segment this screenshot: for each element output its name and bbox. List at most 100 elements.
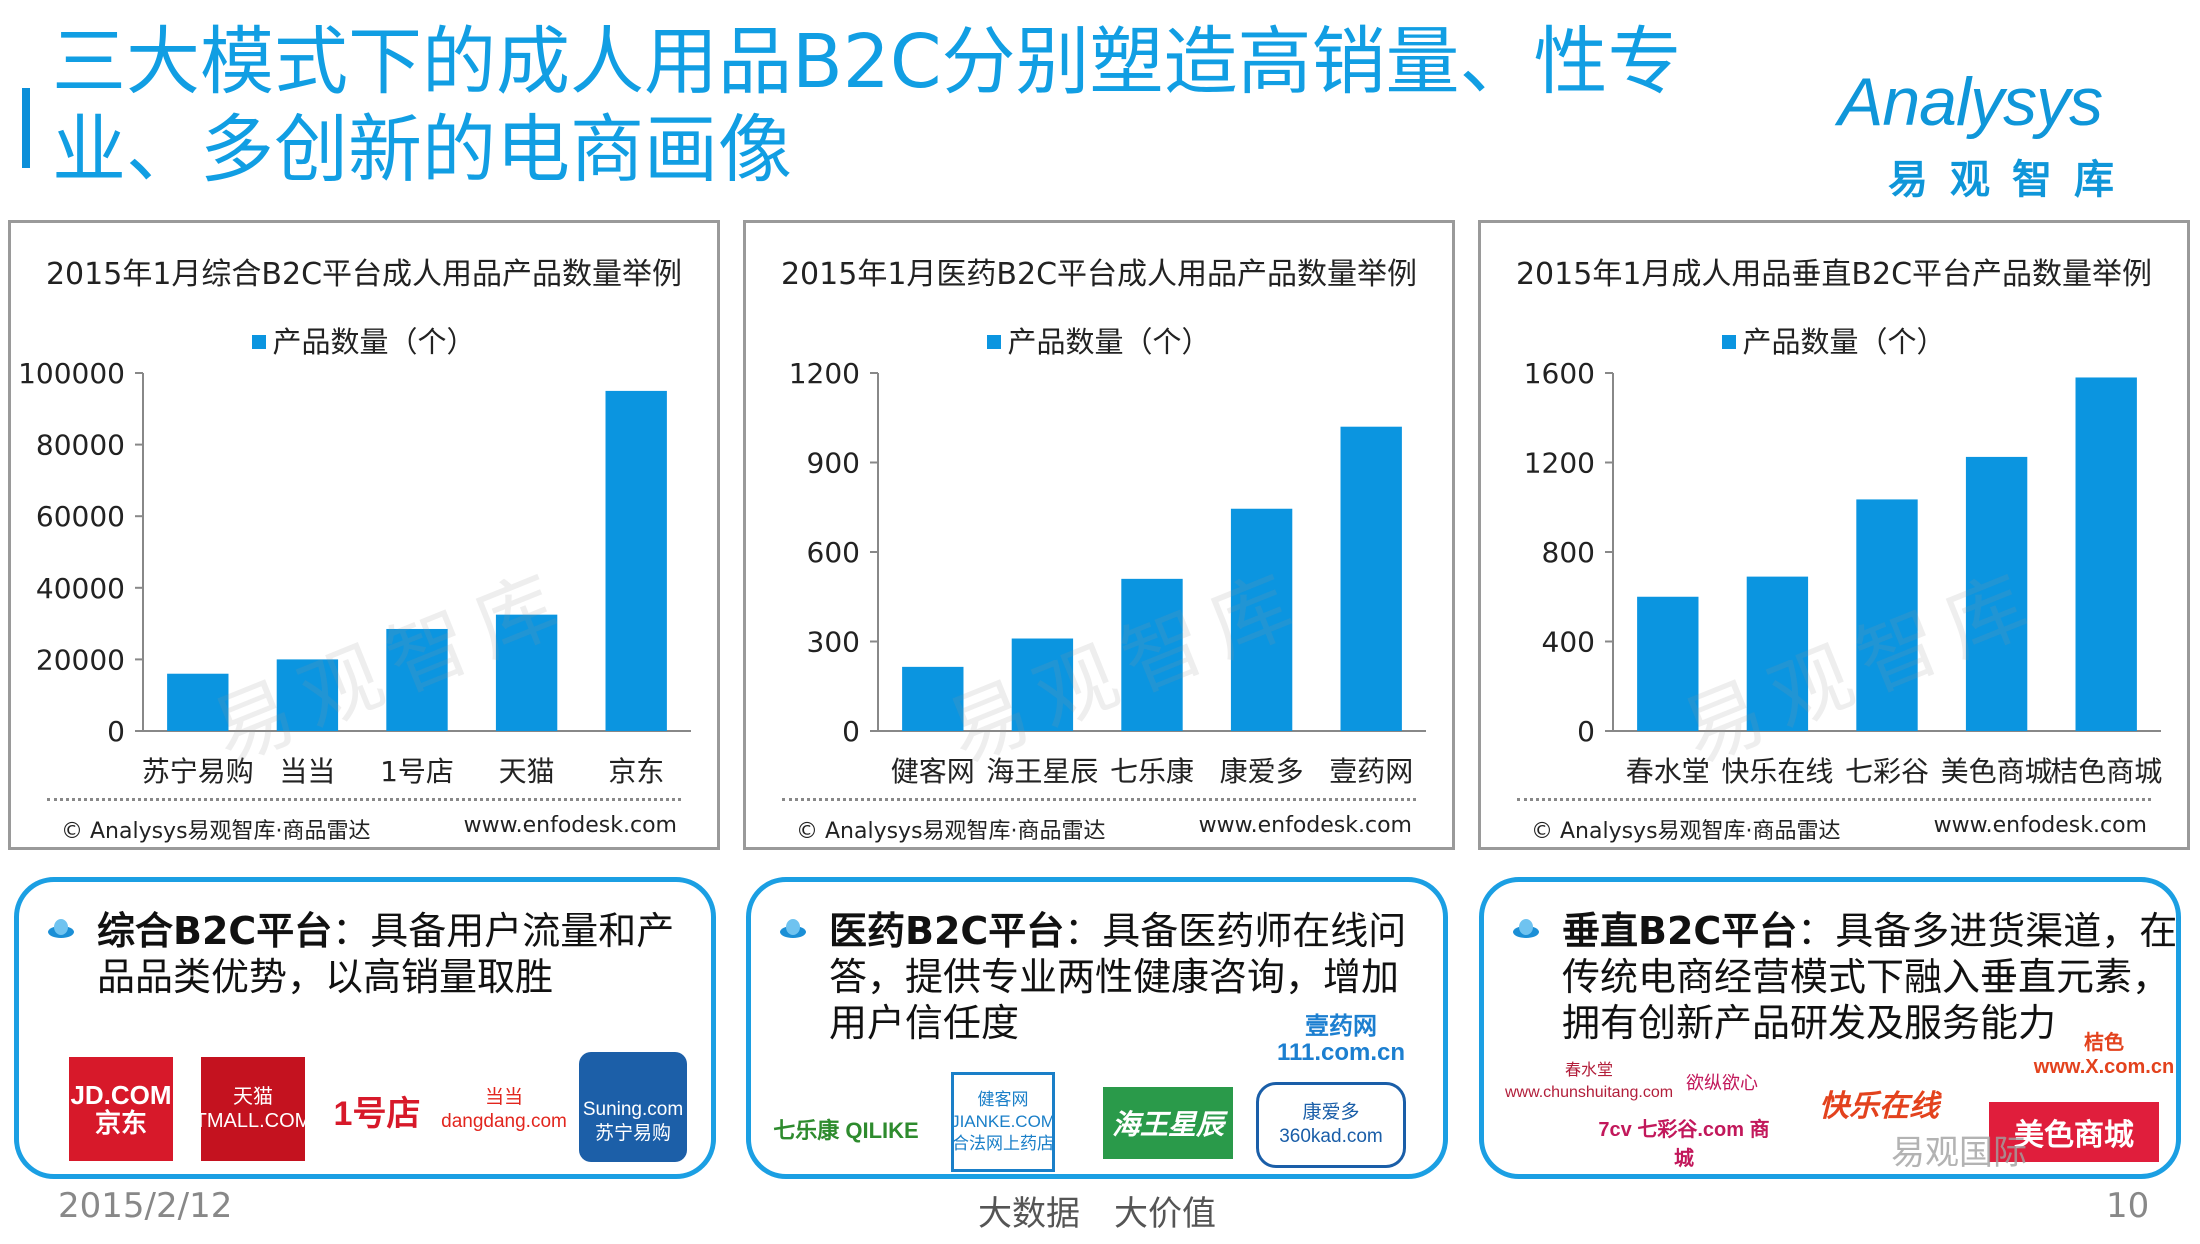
bar (1121, 578, 1183, 731)
y-tick-label: 800 (1542, 536, 1595, 569)
bar (1637, 596, 1699, 731)
y-tick-label: 600 (807, 536, 860, 569)
footer-divider (782, 798, 1416, 801)
bar (167, 673, 229, 731)
brand-logo-yhd: 1号店 (333, 1094, 421, 1133)
chart-panel-vertical: 2015年1月成人用品垂直B2C平台产品数量举例 产品数量（个） 0 400 800… (1478, 220, 2190, 850)
bar (1340, 426, 1402, 731)
x-tick-label: 海王星辰 (986, 755, 1098, 788)
bar (1746, 576, 1809, 731)
bar (495, 614, 558, 731)
title-accent-bar (22, 88, 30, 168)
card-description: 综合B2C平台：具备用户流量和产品品类优势，以高销量取胜 (97, 908, 697, 1000)
chart-source: © Analysys易观智库·商品雷达 (61, 819, 371, 844)
wechat-watermark: 易观国际 (1891, 1133, 2027, 1172)
x-tick-label: 1号店 (380, 755, 454, 788)
page-title: 三大模式下的成人用品B2C分别塑造高销量、性专业、多创新的电商画像 (52, 19, 1682, 193)
bar (2075, 377, 2137, 731)
y-tick-label: 900 (807, 447, 860, 480)
y-tick-label: 0 (842, 715, 860, 748)
footer-date: 2015/2/12 (58, 1186, 233, 1226)
x-tick-label: 七彩谷 (1845, 755, 1929, 788)
bar (386, 628, 448, 731)
bar (1230, 508, 1293, 731)
legend-swatch (1722, 335, 1737, 349)
x-tick-label: 快乐在线 (1721, 755, 1833, 788)
chart-website: www.enfodesk.com (1198, 813, 1412, 838)
x-tick-label: 天猫 (499, 755, 555, 788)
brand-logo-360kad: 康爱多 360kad.com (1256, 1082, 1406, 1168)
brand-logo-7cv: 7cv 七彩谷.com 商城 (1598, 1119, 1770, 1170)
card-heading: 垂直B2C平台 (1562, 909, 1798, 953)
brand-logo-chunshuitang: 春水堂 www.chunshuitang.com (1504, 1062, 1674, 1101)
x-tick-label: 苏宁易购 (142, 755, 254, 788)
chart-website: www.enfodesk.com (1933, 813, 2147, 838)
chart-title: 2015年1月医药B2C平台成人用品产品数量举例 (780, 257, 1418, 292)
y-tick-label: 60000 (36, 500, 125, 533)
brand-logo-haiwang: 海王星辰 (1103, 1087, 1233, 1159)
y-tick-label: 40000 (36, 572, 125, 605)
legend-label: 产品数量（个） (1007, 325, 1211, 359)
y-tick-label: 1200 (1524, 447, 1595, 480)
chart-legend: 产品数量（个） (11, 319, 717, 361)
card-pharma-b2c: 医药B2C平台：具备医药师在线问答，提供专业两性健康咨询，增加用户信任度 壹药网… (746, 877, 1448, 1179)
x-tick-label: 健客网 (891, 755, 975, 788)
x-tick-label: 桔色商城 (2050, 755, 2162, 788)
y-tick-label: 20000 (36, 643, 125, 676)
footer-divider (47, 798, 681, 801)
card-general-b2c: 综合B2C平台：具备用户流量和产品品类优势，以高销量取胜 JD.COM 京东 天… (14, 877, 716, 1179)
bar-chart-pharma: 0 300 600 900 1200 健客网 海王星辰 七乐康 康爱多 壹药网 (789, 357, 1426, 788)
brand-logo-kuaile: 快乐在线 (1819, 1090, 1939, 1123)
x-tick-label: 当当 (279, 755, 335, 788)
logo-subtitle: 易观智库 (1888, 157, 2136, 203)
chart-legend: 产品数量（个） (746, 319, 1452, 361)
bar-chart-general: 0 20000 40000 60000 80000 100000 苏宁易购 当当 1号店 天猫 京东 (18, 357, 691, 788)
y-tick-label: 100000 (18, 357, 125, 390)
card-body: ：具备多进货渠道，在传统电商经营模式下融入垂直元素，拥有创新产品研发及服务能力 (1562, 909, 2178, 1045)
brand-logo-jd: JD.COM 京东 (69, 1057, 173, 1161)
x-tick-label: 春水堂 (1626, 755, 1710, 788)
card-heading: 医药B2C平台 (829, 909, 1065, 953)
legend-label: 产品数量（个） (1742, 325, 1946, 359)
legend-label: 产品数量（个） (272, 325, 476, 359)
card-vertical-b2c: 垂直B2C平台：具备多进货渠道，在传统电商经营模式下融入垂直元素，拥有创新产品研… (1479, 877, 2181, 1179)
chart-source: © Analysys易观智库·商品雷达 (796, 819, 1106, 844)
chart-legend: 产品数量（个） (1481, 319, 2187, 361)
brand-logo-suning: Suning.com 苏宁易购 (579, 1052, 687, 1162)
brand-logo-juse: 桔色 www.X.com.cn (2033, 1032, 2175, 1078)
chart-source: © Analysys易观智库·商品雷达 (1531, 819, 1841, 844)
x-tick-label: 康爱多 (1220, 755, 1304, 788)
brand-logo-dangdang: 当当 dangdang.com (441, 1087, 567, 1132)
chart-panel-pharma: 2015年1月医药B2C平台成人用品产品数量举例 产品数量（个） 0 300 600… (743, 220, 1455, 850)
analysys-logo: Analysys 易观智库 (1820, 55, 2150, 205)
x-tick-label: 京东 (608, 755, 664, 788)
page-number: 10 (2106, 1186, 2150, 1226)
x-tick-label: 七乐康 (1110, 755, 1194, 788)
chart-title: 2015年1月成人用品垂直B2C平台产品数量举例 (1515, 257, 2153, 292)
brand-logo-meise: 美色商城 (1989, 1102, 2159, 1162)
y-tick-label: 300 (807, 626, 860, 659)
chart-website: www.enfodesk.com (463, 813, 677, 838)
card-description: 医药B2C平台：具备医药师在线问答，提供专业两性健康咨询，增加用户信任度 (829, 908, 1429, 1046)
y-tick-label: 1600 (1524, 357, 1595, 390)
chart-title: 2015年1月综合B2C平台成人用品产品数量举例 (45, 257, 683, 292)
y-tick-label: 1200 (789, 357, 860, 390)
card-body: ：具备用户流量和产品品类优势，以高销量取胜 (97, 909, 675, 999)
bullet-icon (48, 919, 74, 938)
brand-logo-qilike: 七乐康 QILIKE (773, 1118, 919, 1143)
bar (1965, 456, 2028, 731)
legend-swatch (252, 335, 267, 349)
bar (1856, 499, 1918, 731)
x-tick-label: 壹药网 (1329, 755, 1413, 788)
bar (276, 659, 339, 731)
bullet-icon (780, 919, 806, 938)
x-tick-label: 美色商城 (1941, 755, 2053, 788)
card-heading: 综合B2C平台 (97, 909, 333, 953)
brand-logo-yuzong: 欲纵欲心 (1686, 1073, 1758, 1093)
bar (605, 390, 667, 731)
footer-divider (1517, 798, 2151, 801)
bullet-icon (1513, 919, 1539, 938)
card-body: ：具备医药师在线问答，提供专业两性健康咨询，增加用户信任度 (829, 909, 1407, 1045)
y-tick-label: 80000 (36, 429, 125, 462)
bar (902, 666, 964, 731)
